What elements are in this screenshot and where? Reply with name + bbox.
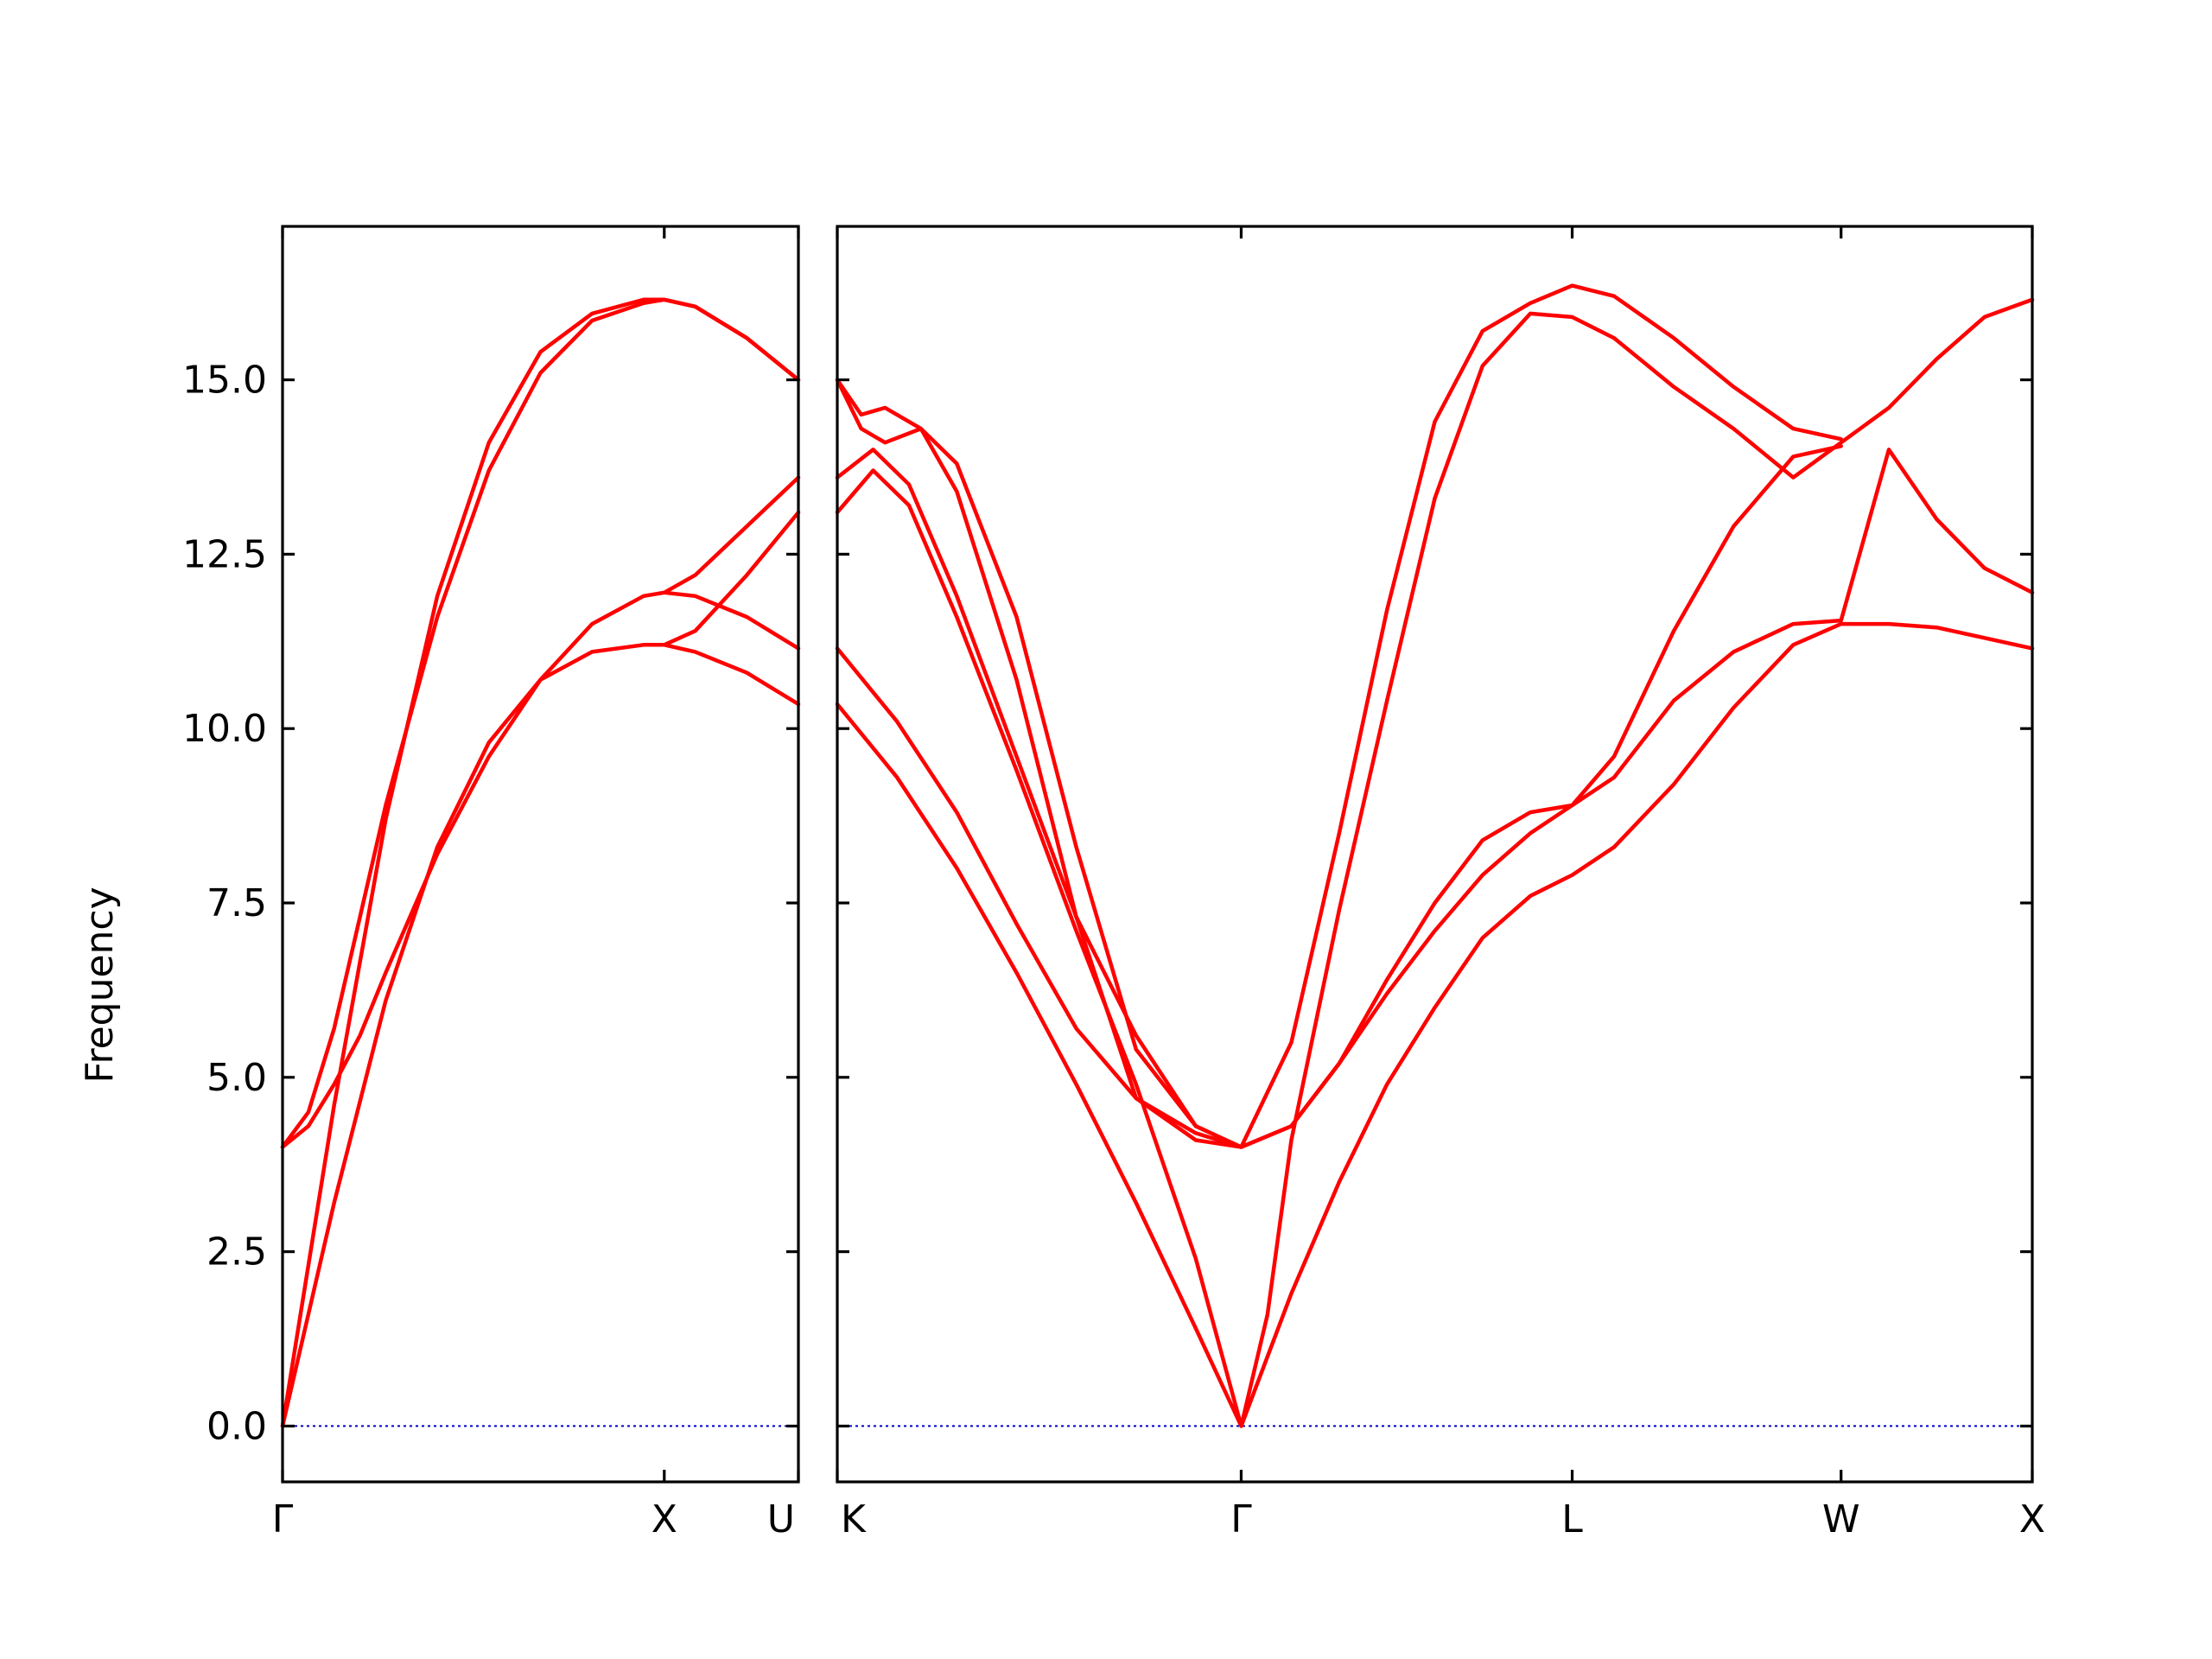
x-tick-label: Γ [272, 1497, 294, 1541]
x-tick-label: X [652, 1497, 677, 1541]
band-line-1 [280, 643, 801, 1428]
x-tick-label: Γ [1230, 1497, 1252, 1541]
panel-frame [281, 225, 800, 1484]
band-line-4 [280, 297, 801, 1149]
band-line-2 [835, 448, 2035, 1149]
panel-frame [836, 225, 2034, 1484]
band-line-6 [835, 378, 1243, 1149]
band-line-6 [662, 510, 801, 647]
y-tick-label: 12.5 [182, 532, 267, 576]
x-tick-label: K [841, 1497, 867, 1541]
y-tick-label: 0.0 [207, 1404, 267, 1448]
band-line-5 [835, 283, 1843, 1149]
band-line-5 [662, 475, 801, 595]
x-tick-label: L [1561, 1497, 1583, 1541]
y-tick-label: 10.0 [182, 707, 267, 751]
y-tick-label: 2.5 [207, 1230, 267, 1274]
x-tick-label: X [2019, 1497, 2045, 1541]
band-line-3 [835, 297, 2035, 1428]
y-tick-label: 15.0 [182, 359, 267, 403]
band-line-3 [280, 590, 801, 1149]
y-axis: 0.0 2.5 5.0 7.5 10.0 12.5 15.0 [182, 359, 267, 1449]
x-tick-label: U [767, 1497, 795, 1541]
x-tick-label: W [1822, 1497, 1860, 1541]
band-line-1 [835, 621, 2035, 1428]
y-axis-label: Frequency [78, 887, 122, 1083]
y-tick-label: 7.5 [207, 881, 267, 925]
band-line-4 [835, 444, 1843, 1149]
y-tick-label: 5.0 [207, 1056, 267, 1100]
band-line-2 [280, 297, 801, 1428]
